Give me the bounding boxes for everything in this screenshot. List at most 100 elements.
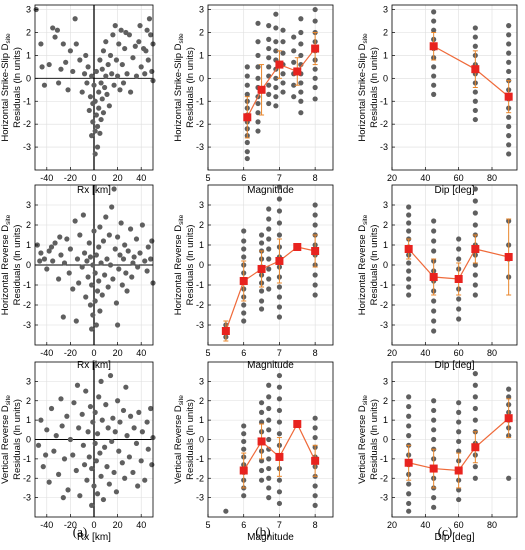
data-point [100, 238, 107, 244]
data-point [456, 246, 462, 252]
data-point [431, 495, 437, 501]
data-point [57, 234, 63, 240]
data-point [130, 55, 136, 61]
data-point [133, 440, 140, 446]
y-tick-label: 1 [26, 415, 31, 425]
data-point [92, 98, 98, 104]
mean-marker [454, 466, 463, 475]
data-point [276, 232, 283, 238]
data-point [456, 296, 462, 302]
y-tick-label: -1 [196, 454, 204, 464]
data-point [266, 276, 272, 282]
data-point [266, 23, 272, 29]
data-point [241, 438, 247, 445]
mean-marker [504, 414, 513, 423]
data-point [280, 89, 286, 95]
data-point [298, 29, 304, 36]
data-point [91, 82, 97, 88]
data-point [85, 429, 91, 435]
data-point [266, 382, 272, 388]
x-tick-label: 7 [277, 348, 282, 358]
mean-marker [293, 420, 302, 428]
data-point [103, 214, 109, 220]
data-point [104, 464, 110, 470]
data-point [472, 394, 478, 400]
data-point [406, 394, 412, 400]
data-point [255, 110, 261, 116]
data-point [112, 23, 118, 29]
data-point [276, 196, 283, 202]
data-point [124, 288, 130, 294]
data-point [56, 80, 62, 86]
y-tick-label: -2 [380, 119, 388, 129]
data-point [123, 270, 129, 276]
x-tick-label: 8 [313, 348, 318, 358]
data-point [312, 292, 318, 298]
data-point [244, 149, 250, 155]
data-point [133, 73, 140, 79]
x-axis-label: Rx [km] [77, 532, 111, 543]
data-point [276, 489, 283, 495]
y-tick-label: 3 [26, 200, 31, 210]
column-label-b: (b) [255, 524, 271, 539]
data-point [406, 292, 412, 298]
data-point [258, 400, 265, 406]
data-point [98, 116, 104, 123]
data-point [99, 417, 105, 423]
data-point [87, 254, 94, 260]
data-point [291, 34, 297, 40]
data-point [266, 495, 272, 501]
data-point [431, 82, 437, 88]
data-point [123, 29, 129, 36]
y-tick-label: 1 [199, 240, 204, 250]
data-point [53, 433, 59, 439]
axes-frame [391, 4, 518, 171]
data-point [312, 18, 318, 24]
y-tick-label: -2 [196, 119, 204, 129]
data-point [266, 82, 272, 88]
data-point [506, 151, 512, 157]
data-point [43, 452, 49, 458]
data-point [431, 328, 437, 334]
data-point [127, 89, 134, 95]
y-axis-label-line2: Residuals (ln units) [369, 225, 380, 306]
data-point [241, 431, 247, 437]
data-point [50, 258, 56, 264]
data-point [115, 322, 121, 328]
data-point [431, 91, 437, 97]
data-point [472, 464, 478, 470]
y-tick-label: -2 [23, 473, 31, 483]
y-tick-label: 2 [26, 220, 31, 230]
data-point [92, 151, 98, 157]
data-point [59, 423, 65, 429]
x-tick-label: 80 [487, 173, 497, 183]
data-point [89, 282, 95, 288]
data-point [105, 425, 111, 431]
y-tick-label: -1 [380, 280, 388, 290]
y-tick-label: 0 [199, 73, 204, 83]
data-point [276, 384, 283, 390]
data-point [138, 64, 144, 70]
data-point [280, 39, 286, 45]
data-point [100, 110, 107, 116]
data-point [255, 20, 261, 26]
panel-c2: 20 40 60 80 -3 -2 -1 0 1 2 3 Dip [deg] Horizontal Re… [357, 184, 518, 371]
column-label-c: (c) [437, 524, 453, 539]
data-point [506, 475, 512, 481]
data-point [144, 419, 150, 425]
data-point [112, 246, 118, 252]
data-point [276, 208, 283, 214]
data-point [506, 114, 512, 120]
y-tick-label: -3 [196, 493, 204, 503]
data-point [64, 236, 70, 242]
y-tick-label: 2 [199, 28, 204, 38]
data-point [148, 32, 154, 38]
mean-marker [239, 277, 248, 285]
data-point [104, 256, 110, 262]
data-point [406, 260, 412, 266]
y-tick-label: 2 [199, 396, 204, 406]
data-point [98, 80, 104, 86]
mean-marker [293, 243, 302, 251]
panel-c1: 20 40 60 80 -3 -2 -1 0 1 2 3 Dip [deg] Horizontal St… [357, 4, 518, 196]
